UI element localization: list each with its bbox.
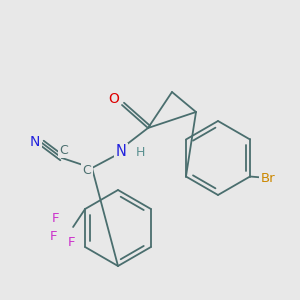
Text: F: F [49, 230, 57, 244]
Text: Br: Br [261, 172, 275, 185]
Text: O: O [109, 92, 119, 106]
Text: F: F [51, 212, 59, 226]
Text: N: N [116, 145, 126, 160]
Text: F: F [67, 236, 75, 250]
Text: C: C [60, 143, 68, 157]
Text: H: H [135, 146, 145, 158]
Text: C: C [82, 164, 91, 176]
Text: N: N [30, 135, 40, 149]
